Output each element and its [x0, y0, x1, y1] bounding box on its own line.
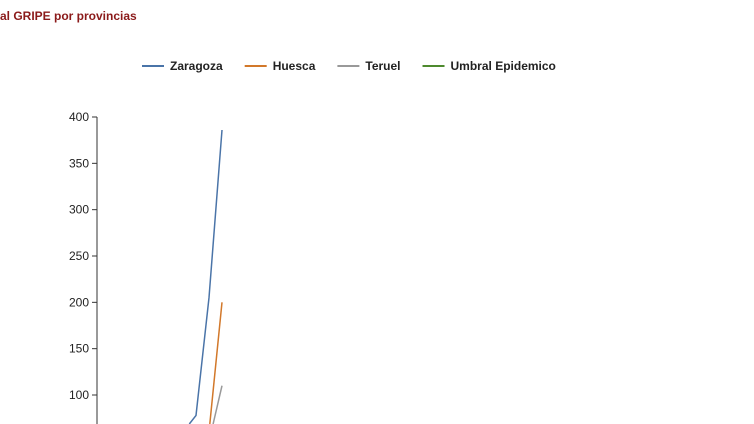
legend-item[interactable]: Zaragoza — [142, 59, 223, 73]
legend-label: Zaragoza — [170, 59, 223, 73]
chart-title: al GRIPE por provincias — [0, 9, 137, 23]
series-line-huesca — [209, 302, 223, 424]
legend-item[interactable]: Huesca — [244, 59, 316, 73]
y-tick: 100 — [69, 388, 97, 402]
y-tick: 150 — [69, 342, 97, 356]
legend-item[interactable]: Umbral Epidemico — [422, 59, 556, 73]
y-tick-label: 400 — [69, 110, 89, 124]
legend-label: Huesca — [273, 59, 316, 73]
y-tick: 300 — [69, 203, 97, 217]
y-tick-label: 100 — [69, 388, 89, 402]
y-tick-label: 300 — [69, 203, 89, 217]
y-tick-label: 350 — [69, 156, 89, 170]
y-tick-label: 200 — [69, 295, 89, 309]
legend-label: Teruel — [365, 59, 400, 73]
legend-item[interactable]: Teruel — [337, 59, 401, 73]
legend: Zaragoza Huesca Teruel Umbral Epidemico — [142, 59, 556, 73]
y-tick: 250 — [69, 249, 97, 263]
series-line-zaragoza — [188, 129, 223, 424]
y-tick-label: 150 — [69, 342, 89, 356]
y-tick: 400 — [69, 110, 97, 124]
y-tick: 200 — [69, 295, 97, 309]
y-tick: 350 — [69, 156, 97, 170]
series-line-teruel — [212, 385, 223, 424]
y-tick-label: 250 — [69, 249, 89, 263]
legend-label: Umbral Epidemico — [451, 59, 556, 73]
